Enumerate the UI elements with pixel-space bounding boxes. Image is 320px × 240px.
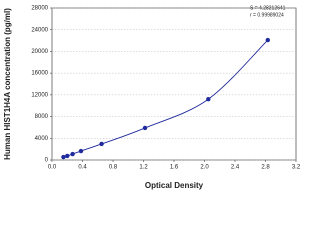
y-tick-label: 0 (45, 158, 49, 164)
x-tick-label: 2.0 (200, 165, 209, 171)
point (265, 37, 270, 43)
point (78, 148, 84, 154)
x-tick-label: 0.0 (48, 165, 57, 171)
point (61, 154, 66, 160)
point (70, 151, 75, 157)
x-tick-label: 2.4 (231, 165, 240, 171)
y-axis-title: Human HIST1H4A concentration (pg/ml) (3, 8, 12, 160)
point (206, 97, 211, 102)
x-tick-label: 1.2 (139, 165, 148, 171)
x-tick-label: 0.4 (78, 165, 87, 171)
y-tick-label: 8000 (35, 114, 49, 120)
y-tick-label: 12000 (31, 92, 48, 98)
x-tick-label: 3.2 (292, 165, 300, 171)
annotation: S = 4.28212641 (250, 5, 286, 11)
point (142, 125, 148, 131)
y-tick-label: 24000 (31, 27, 48, 33)
point (99, 141, 104, 147)
y-tick-label: 4000 (35, 136, 49, 142)
chart: Optical Density Human HIST1H4A concentra… (3, 5, 300, 190)
x-tick-label: 0.8 (109, 165, 118, 171)
y-tick-label: 16000 (31, 71, 48, 77)
point (65, 153, 70, 159)
annotation: r = 0.99989024 (250, 12, 284, 18)
x-tick-label: 2.8 (261, 165, 270, 171)
plot-area (51, 7, 297, 161)
y-tick-label: 28000 (31, 6, 48, 12)
x-axis-title: Optical Density (145, 181, 204, 190)
x-tick-label: 1.6 (170, 165, 179, 171)
y-tick-label: 20000 (31, 49, 48, 55)
